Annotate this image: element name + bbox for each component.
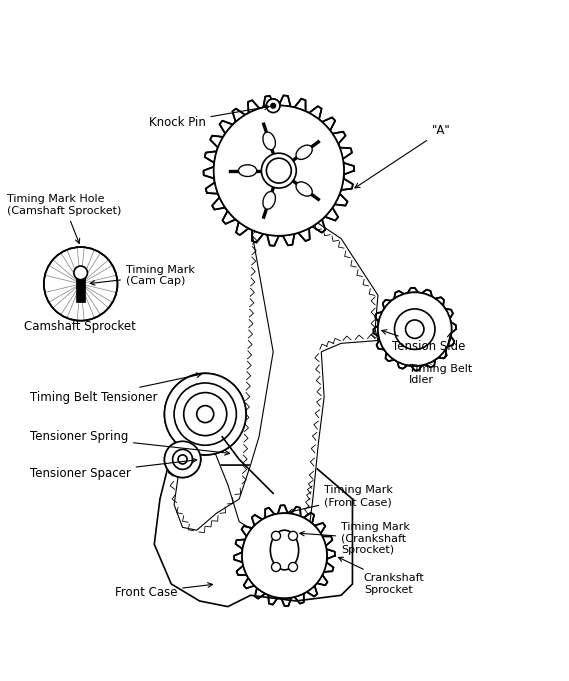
Bar	[76, 271, 85, 302]
Ellipse shape	[270, 530, 299, 570]
Circle shape	[164, 441, 201, 477]
Circle shape	[44, 247, 117, 321]
Circle shape	[271, 104, 275, 108]
Circle shape	[281, 550, 288, 556]
Circle shape	[288, 563, 298, 571]
Ellipse shape	[270, 530, 299, 570]
Circle shape	[271, 565, 281, 574]
Text: Timing Mark
(Front Case): Timing Mark (Front Case)	[288, 486, 393, 513]
Ellipse shape	[296, 145, 312, 159]
Circle shape	[266, 158, 291, 183]
Polygon shape	[174, 216, 378, 530]
Ellipse shape	[296, 182, 312, 196]
Circle shape	[164, 373, 246, 455]
Text: Tension Side: Tension Side	[382, 330, 465, 353]
Circle shape	[172, 449, 192, 469]
Circle shape	[378, 292, 452, 366]
Circle shape	[266, 158, 291, 183]
Text: Camshaft Sprocket: Camshaft Sprocket	[24, 320, 136, 333]
Circle shape	[197, 406, 214, 423]
Circle shape	[178, 455, 187, 464]
Circle shape	[164, 441, 201, 477]
Text: Timing Mark Hole
(Camshaft Sprocket): Timing Mark Hole (Camshaft Sprocket)	[7, 194, 121, 243]
Circle shape	[74, 266, 88, 280]
Circle shape	[394, 309, 435, 349]
Circle shape	[271, 531, 281, 541]
Circle shape	[266, 99, 280, 112]
Circle shape	[174, 383, 236, 445]
Circle shape	[288, 531, 298, 541]
Circle shape	[261, 153, 296, 188]
Text: Knock Pin: Knock Pin	[149, 105, 269, 129]
Text: "A": "A"	[355, 125, 451, 188]
Circle shape	[178, 455, 187, 464]
Ellipse shape	[296, 145, 312, 159]
Text: Crankshaft
Sprocket: Crankshaft Sprocket	[339, 557, 424, 595]
Circle shape	[406, 320, 424, 338]
Circle shape	[378, 292, 452, 366]
Ellipse shape	[263, 191, 275, 209]
Text: Timing Mark
(Crankshaft
Sprocket): Timing Mark (Crankshaft Sprocket)	[300, 522, 410, 555]
Circle shape	[242, 513, 327, 598]
Text: Timing Mark
(Cam Cap): Timing Mark (Cam Cap)	[90, 265, 195, 286]
Ellipse shape	[263, 191, 275, 209]
Circle shape	[172, 449, 192, 469]
Circle shape	[184, 392, 226, 436]
Circle shape	[288, 565, 298, 574]
Circle shape	[266, 99, 280, 112]
Circle shape	[242, 513, 327, 598]
Text: Front Case: Front Case	[114, 583, 213, 599]
Ellipse shape	[296, 182, 312, 196]
Text: Tensioner Spacer: Tensioner Spacer	[30, 458, 197, 480]
Circle shape	[394, 309, 435, 349]
Ellipse shape	[263, 132, 275, 150]
Circle shape	[406, 320, 424, 338]
Circle shape	[184, 392, 226, 436]
Circle shape	[271, 531, 281, 541]
Circle shape	[261, 153, 296, 188]
Text: Timing Belt
Idler: Timing Belt Idler	[409, 333, 472, 385]
Circle shape	[214, 106, 344, 236]
Text: Tensioner Spring: Tensioner Spring	[30, 430, 229, 455]
Ellipse shape	[238, 165, 257, 176]
Circle shape	[197, 406, 214, 423]
Circle shape	[288, 531, 298, 541]
Ellipse shape	[238, 165, 257, 176]
Circle shape	[214, 106, 344, 236]
Circle shape	[164, 373, 246, 455]
Circle shape	[271, 563, 281, 571]
Ellipse shape	[263, 132, 275, 150]
Text: Timing Belt Tensioner: Timing Belt Tensioner	[30, 373, 201, 404]
Circle shape	[174, 383, 236, 445]
